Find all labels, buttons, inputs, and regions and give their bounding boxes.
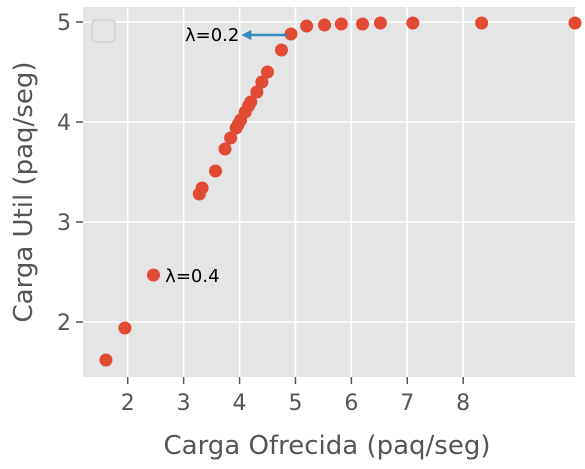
data-point [568,16,582,30]
x-axis-ticks: 2 3 4 5 6 7 8 [121,377,470,416]
legend-box [91,19,116,43]
data-point [195,181,209,195]
x-tick-label: 7 [400,391,414,416]
data-point [373,16,387,30]
data-point [209,164,223,178]
annotations: λ=0.2 λ=0.4 [165,25,288,287]
data-point [99,353,113,367]
data-point [255,75,269,89]
data-point [244,95,258,109]
y-axis-ticks: 2 3 4 5 [57,11,83,336]
y-tick-label: 3 [57,211,71,236]
x-tick-label: 6 [344,391,358,416]
data-point [334,17,348,31]
data-point [118,321,132,335]
x-tick-label: 8 [456,391,470,416]
data-point [406,16,420,30]
x-tick-label: 5 [288,391,302,416]
data-point [250,85,264,99]
annotation-label: λ=0.2 [185,25,239,46]
x-tick-label: 4 [233,391,247,416]
data-point [300,19,314,33]
data-point [356,17,370,31]
x-axis-label: Carga Ofrecida (paq/seg) [163,431,490,461]
data-point [218,142,232,156]
data-point [224,131,238,145]
y-tick-label: 5 [57,11,71,36]
y-axis-label: Carga Util (paq/seg) [9,62,39,323]
data-point [318,18,332,32]
annotation-arrow-head [241,30,252,40]
data-point [284,27,298,41]
data-point [146,268,160,282]
y-tick-label: 4 [57,111,71,136]
data-point [274,43,288,57]
x-tick-label: 3 [177,391,191,416]
data-points [99,16,582,367]
y-tick-label: 2 [57,311,71,336]
x-tick-label: 2 [121,391,135,416]
data-point [475,16,489,30]
plot-background [83,7,575,377]
data-point [261,65,274,79]
annotation-label: λ=0.4 [165,266,219,287]
